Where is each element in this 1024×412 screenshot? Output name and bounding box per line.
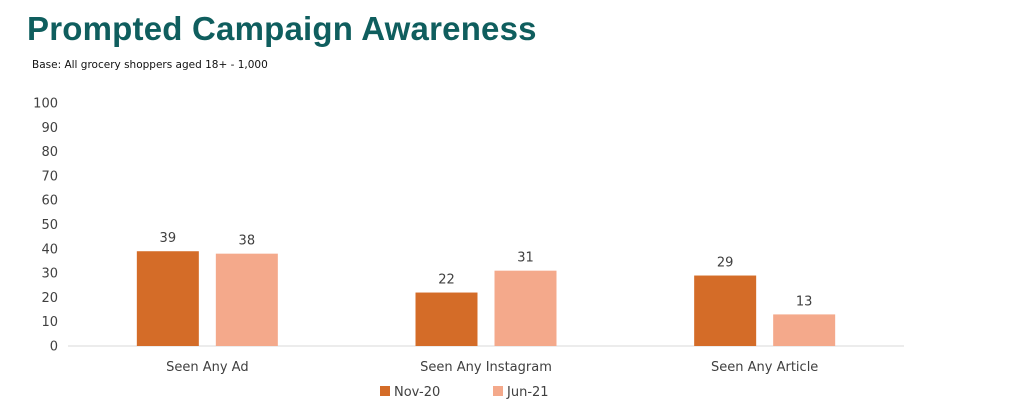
y-tick-label: 50 xyxy=(41,218,58,233)
data-label: 22 xyxy=(438,273,455,288)
chart-title: Prompted Campaign Awareness xyxy=(27,10,537,47)
y-tick-label: 80 xyxy=(41,145,58,160)
y-tick-label: 20 xyxy=(41,291,58,306)
y-tick-label: 100 xyxy=(33,97,58,112)
x-category-label: Seen Any Instagram xyxy=(420,360,552,375)
bar xyxy=(215,253,278,346)
data-label: 13 xyxy=(796,294,813,309)
data-label: 39 xyxy=(160,231,177,246)
y-tick-label: 10 xyxy=(41,315,58,330)
legend-swatch xyxy=(493,386,503,396)
bar xyxy=(773,314,836,346)
y-tick-label: 0 xyxy=(50,340,58,355)
bar xyxy=(494,270,557,346)
y-tick-label: 70 xyxy=(41,169,58,184)
legend-label: Jun-21 xyxy=(506,385,549,400)
bar xyxy=(136,251,199,346)
legend-swatch xyxy=(380,386,390,396)
bar xyxy=(694,275,757,346)
y-tick-label: 40 xyxy=(41,242,58,257)
y-tick-label: 60 xyxy=(41,194,58,209)
data-label: 31 xyxy=(517,251,534,266)
bar xyxy=(415,292,478,346)
legend-label: Nov-20 xyxy=(394,385,440,400)
y-tick-label: 30 xyxy=(41,267,58,282)
x-category-label: Seen Any Ad xyxy=(166,360,249,375)
y-tick-label: 90 xyxy=(41,121,58,136)
chart-subtitle: Base: All grocery shoppers aged 18+ - 1,… xyxy=(32,59,268,71)
data-label: 38 xyxy=(239,234,256,249)
data-label: 29 xyxy=(717,256,734,271)
x-category-label: Seen Any Article xyxy=(711,360,818,375)
